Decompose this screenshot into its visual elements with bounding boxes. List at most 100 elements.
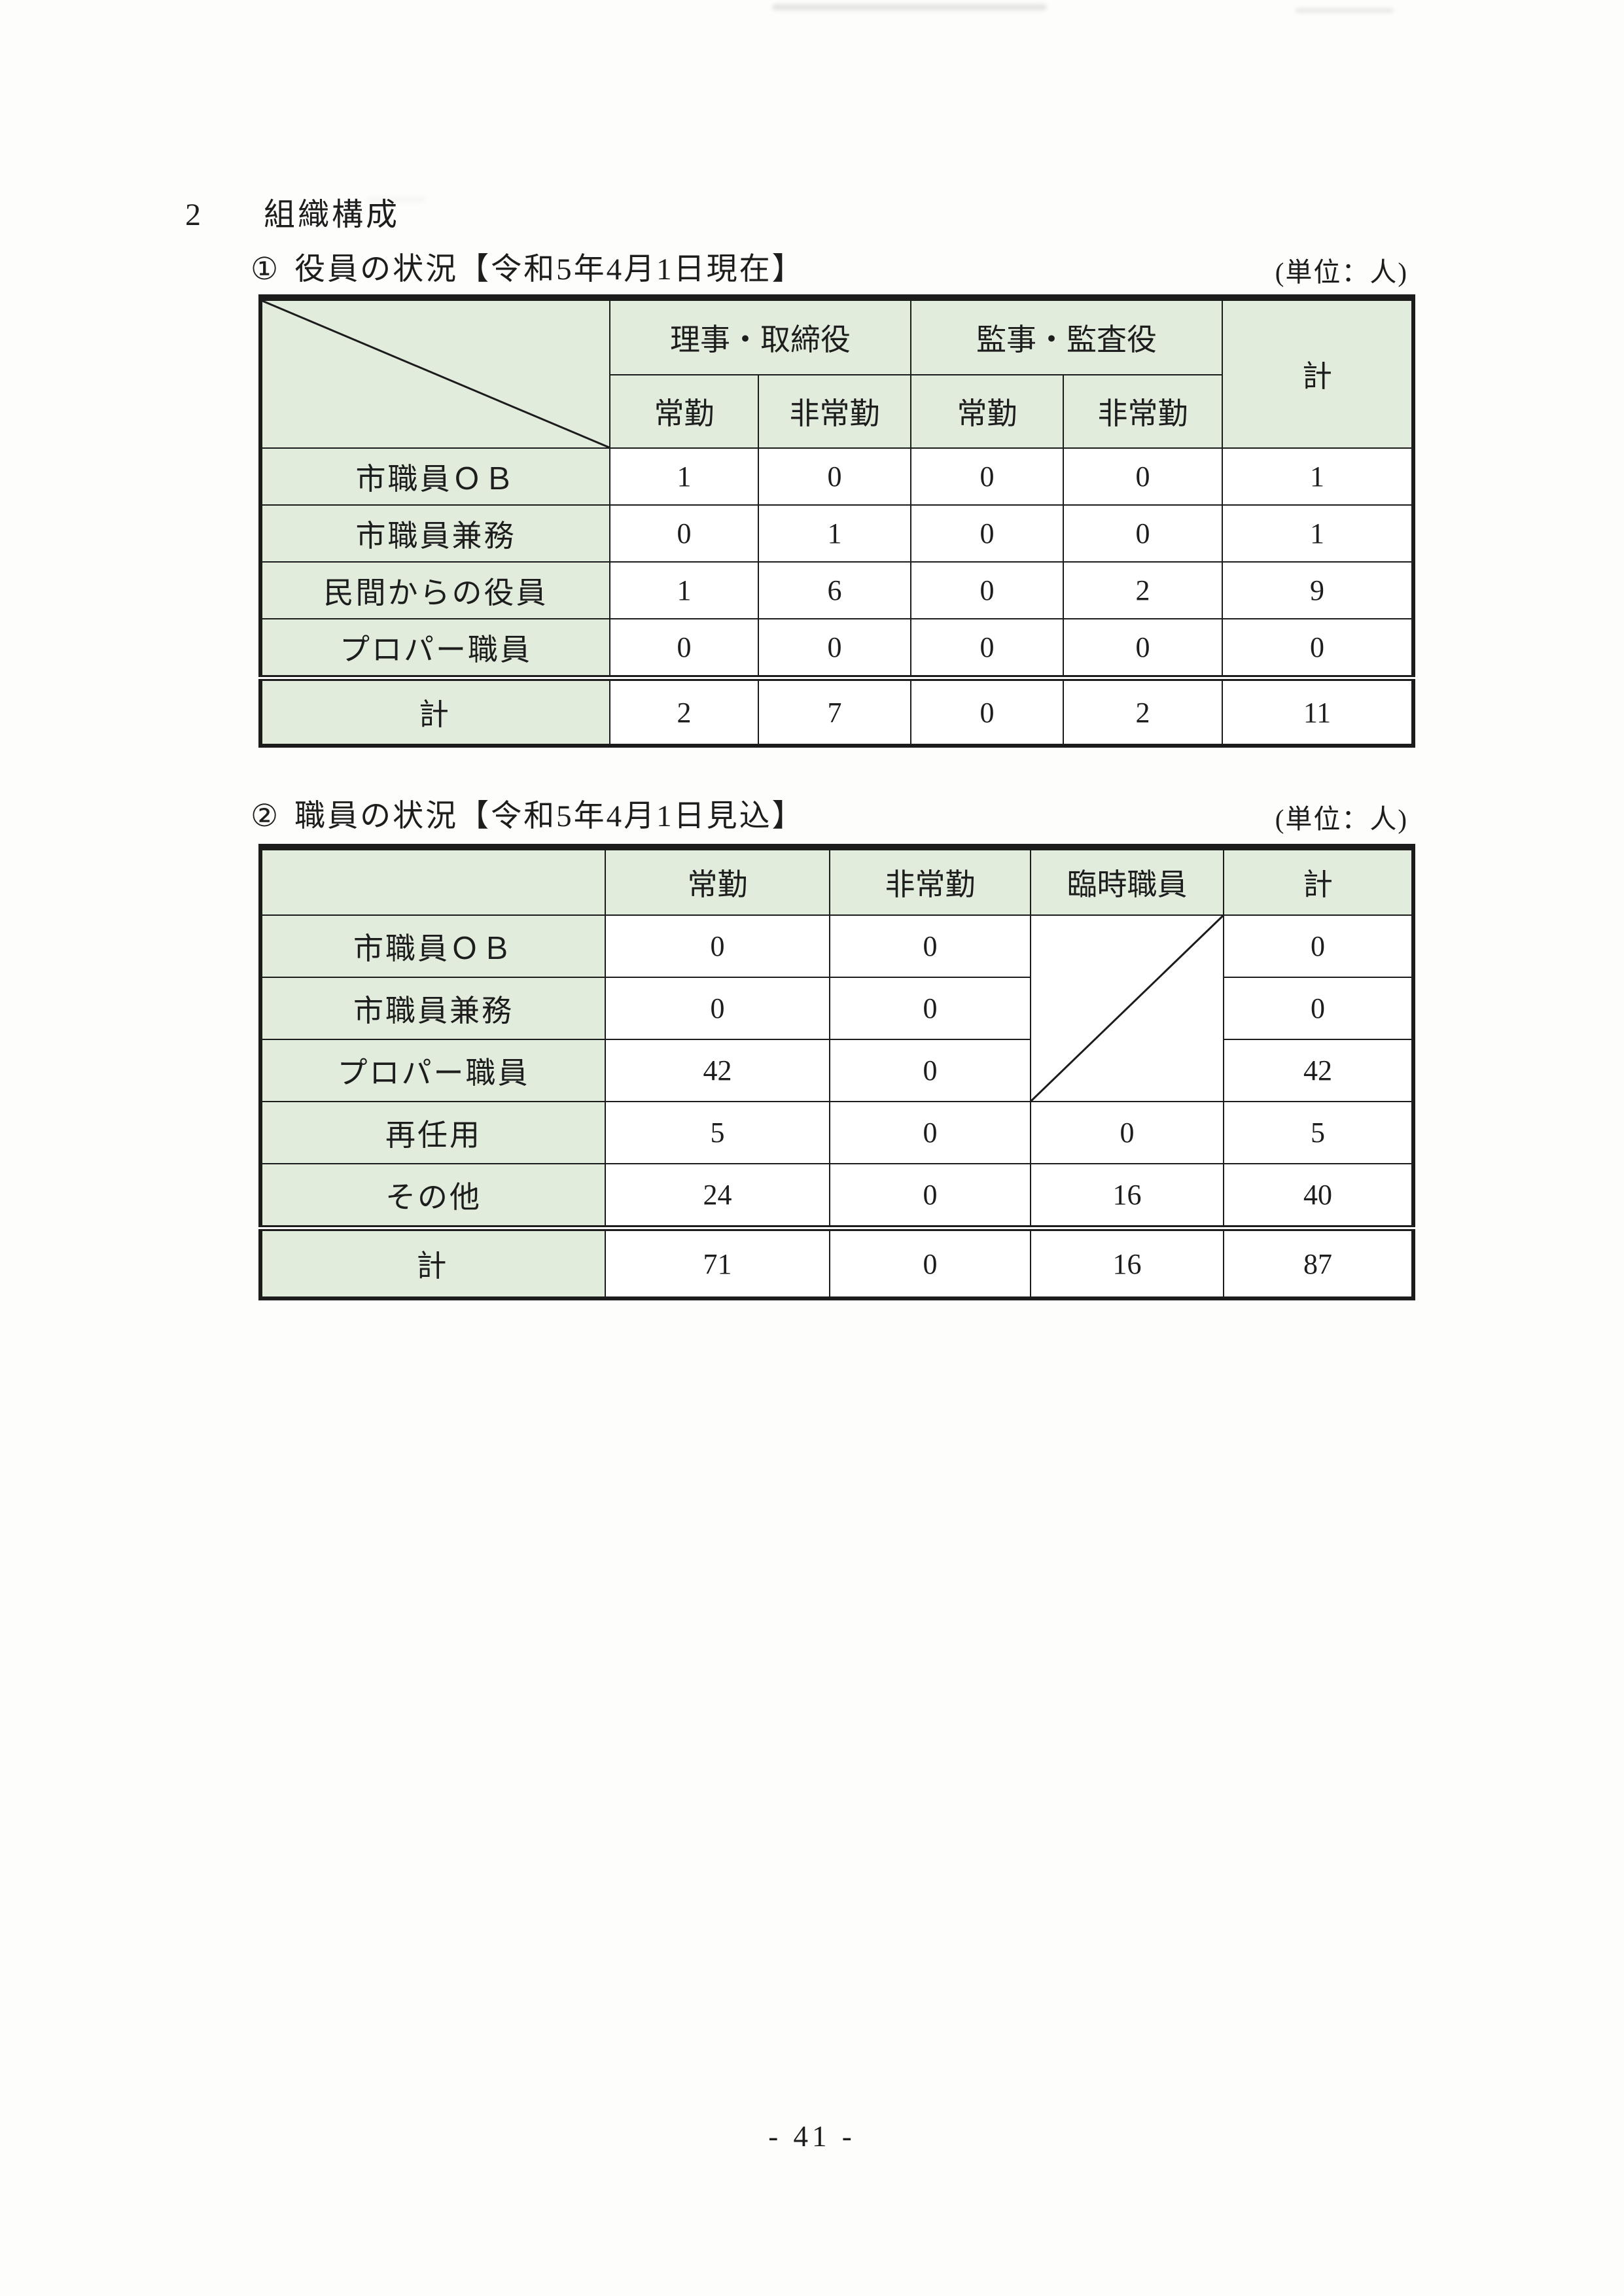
table-row: 民間からの役員 1 6 0 2 9 — [260, 561, 1414, 619]
grand-total-cell: 11 — [1222, 675, 1414, 746]
value-cell: 0 — [829, 1163, 1031, 1229]
row-label: 市職員ＯＢ — [260, 447, 610, 506]
total-row-label: 計 — [260, 1225, 606, 1299]
column-group-directors: 理事・取締役 — [609, 297, 911, 375]
grand-total-cell: 87 — [1223, 1225, 1414, 1299]
value-cell: 0 — [605, 914, 830, 978]
table-row: 市職員兼務 0 1 0 0 1 — [260, 504, 1414, 563]
header-fulltime: 常勤 — [605, 846, 830, 916]
total-value-cell: 0 — [910, 675, 1064, 746]
value-cell: 0 — [910, 618, 1064, 679]
header-temporary: 臨時職員 — [1030, 846, 1224, 916]
table1-unit-note: (単位：人) — [1275, 257, 1408, 287]
table2-caption-text: 職員の状況【令和5年4月1日見込】 — [294, 799, 805, 833]
total-value-cell: 0 — [829, 1225, 1031, 1299]
row-label: 市職員兼務 — [260, 977, 606, 1040]
value-cell: 24 — [605, 1163, 830, 1229]
page-number: - 41 - — [768, 2120, 856, 2153]
section-heading: 2 組織構成 — [185, 188, 400, 234]
value-cell: 0 — [758, 447, 911, 506]
value-cell: 0 — [910, 447, 1064, 506]
value-cell: 0 — [1063, 447, 1223, 506]
value-cell: 0 — [910, 504, 1064, 563]
value-cell: 16 — [1030, 1163, 1224, 1229]
corner-cell — [260, 297, 610, 449]
total-row: 計 71 0 16 87 — [260, 1225, 1414, 1299]
row-label: 民間からの役員 — [260, 561, 610, 619]
column-group-auditors: 監事・監査役 — [910, 297, 1223, 375]
table-row: プロパー職員 0 0 0 0 0 — [260, 618, 1414, 679]
value-cell: 0 — [1063, 618, 1223, 679]
subheader-fulltime: 常勤 — [910, 374, 1064, 449]
value-cell: 1 — [758, 504, 911, 563]
total-value-cell: 2 — [609, 675, 759, 746]
total-value-cell: 9 — [1222, 561, 1414, 619]
table2-caption-number: ② — [251, 799, 281, 833]
table-row: 市職員兼務 0 0 0 — [260, 977, 1414, 1040]
total-value-cell: 2 — [1063, 675, 1223, 746]
total-value-cell: 0 — [1223, 977, 1414, 1040]
diagonal-line — [262, 301, 609, 447]
table-row: 市職員ＯＢ 0 0 0 — [260, 914, 1414, 1102]
total-value-cell: 0 — [1223, 914, 1414, 978]
total-column-header: 計 — [1222, 297, 1414, 449]
not-applicable-cell — [1030, 914, 1224, 1102]
value-cell: 0 — [829, 1101, 1031, 1164]
officers-header-row-2: 常勤 非常勤 常勤 非常勤 — [260, 374, 1413, 449]
value-cell: 0 — [1030, 1101, 1224, 1164]
total-value-cell: 16 — [1030, 1225, 1224, 1299]
scan-artifact — [772, 4, 1047, 10]
diagonal-line — [1031, 916, 1223, 1101]
subheader-parttime: 非常勤 — [758, 374, 911, 449]
row-label: 市職員ＯＢ — [260, 914, 606, 978]
table1-caption-text: 役員の状況【令和5年4月1日現在】 — [294, 252, 805, 287]
total-value-cell: 42 — [1223, 1039, 1414, 1102]
row-label: プロパー職員 — [260, 1039, 606, 1102]
value-cell: 1 — [609, 447, 759, 506]
row-label: プロパー職員 — [260, 618, 610, 679]
table-row: その他 24 0 16 40 — [260, 1163, 1414, 1229]
value-cell: 0 — [829, 914, 1031, 978]
subheader-fulltime: 常勤 — [609, 374, 759, 449]
total-value-cell: 5 — [1223, 1101, 1414, 1164]
total-value-cell: 7 — [758, 675, 911, 746]
section-title: 組織構成 — [264, 198, 400, 232]
row-label: その他 — [260, 1163, 606, 1229]
total-row: 計 2 7 0 2 11 — [260, 675, 1414, 746]
table-row: プロパー職員 42 0 42 — [260, 1039, 1414, 1102]
total-value-cell: 1 — [1222, 504, 1414, 563]
value-cell: 42 — [605, 1039, 830, 1102]
staff-table: 常勤 非常勤 臨時職員 計 市職員ＯＢ 0 0 0 市職員兼務 0 0 0 プロ… — [258, 844, 1415, 1300]
total-row-label: 計 — [260, 675, 610, 746]
value-cell: 0 — [609, 504, 759, 563]
row-label: 市職員兼務 — [260, 504, 610, 563]
scan-artifact — [1296, 8, 1394, 13]
table-row: 市職員ＯＢ 1 0 0 0 1 — [260, 447, 1414, 506]
table1-caption-number: ① — [251, 252, 281, 287]
row-label: 再任用 — [260, 1101, 606, 1164]
value-cell: 5 — [605, 1101, 830, 1164]
officers-header-row-1: 理事・取締役 監事・監査役 計 — [260, 297, 1414, 449]
value-cell: 0 — [609, 618, 759, 679]
value-cell: 0 — [1063, 504, 1223, 563]
staff-header-row: 常勤 非常勤 臨時職員 計 — [260, 846, 1414, 916]
value-cell: 0 — [910, 561, 1064, 619]
section-number: 2 — [185, 198, 203, 232]
value-cell: 1 — [609, 561, 759, 619]
total-column-header: 計 — [1223, 846, 1414, 916]
value-cell: 6 — [758, 561, 911, 619]
subheader-parttime: 非常勤 — [1063, 374, 1223, 449]
header-parttime: 非常勤 — [829, 846, 1031, 916]
total-value-cell: 1 — [1222, 447, 1414, 506]
table2-caption: ② 職員の状況【令和5年4月1日見込】 — [251, 790, 805, 835]
table1-caption: ① 役員の状況【令和5年4月1日現在】 — [251, 243, 805, 288]
table-row: 再任用 5 0 0 5 — [260, 1101, 1414, 1164]
value-cell: 0 — [605, 977, 830, 1040]
value-cell: 0 — [758, 618, 911, 679]
value-cell: 0 — [829, 977, 1031, 1040]
officers-table: 理事・取締役 監事・監査役 計 常勤 非常勤 常勤 非常勤 市職員ＯＢ 1 0 … — [258, 294, 1415, 748]
total-value-cell: 40 — [1223, 1163, 1414, 1229]
value-cell: 0 — [829, 1039, 1031, 1102]
scan-artifact — [366, 196, 425, 203]
